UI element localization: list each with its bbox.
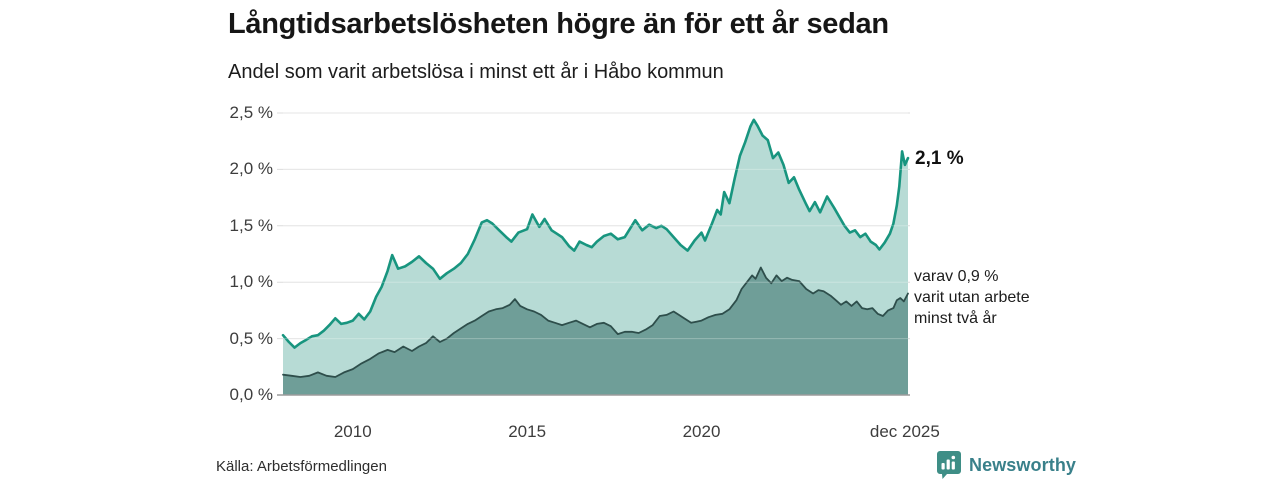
chart-subtitle: Andel som varit arbetslösa i minst ett å…	[228, 61, 724, 83]
x-tick-label: 2010	[333, 422, 372, 441]
series2-annotation-line: minst två år	[914, 310, 997, 327]
y-tick-label: 0,0 %	[229, 385, 273, 404]
y-tick-label: 0,5 %	[229, 328, 273, 348]
x-tick-label: 2020	[682, 422, 721, 441]
series2-annotation-line: varav 0,9 %	[914, 268, 999, 285]
y-tick-label: 1,0 %	[229, 272, 273, 292]
series-1-line	[281, 118, 910, 349]
series-2-area	[283, 267, 908, 395]
y-tick-label: 1,5 %	[229, 215, 273, 235]
x-tick-label: dec 2025	[869, 422, 940, 441]
brand-name: Newsworthy	[969, 454, 1077, 475]
series1-latest-value-label: 2,1 %	[915, 148, 964, 169]
brand-logo: Newsworthy	[936, 450, 1076, 480]
chart-title: Långtidsarbetslösheten högre än för ett …	[228, 8, 889, 40]
newsworthy-icon	[937, 451, 961, 479]
source-note: Källa: Arbetsförmedlingen	[216, 458, 387, 475]
y-tick-label: 2,5 %	[229, 103, 273, 122]
y-tick-label: 2,0 %	[229, 159, 273, 179]
series2-annotation: varav 0,9 % varit utan arbete minst två …	[914, 266, 1030, 329]
series2-annotation-line: varit utan arbete	[914, 289, 1030, 306]
series-2-line	[282, 266, 909, 378]
x-tick-label: 2015	[508, 422, 547, 441]
